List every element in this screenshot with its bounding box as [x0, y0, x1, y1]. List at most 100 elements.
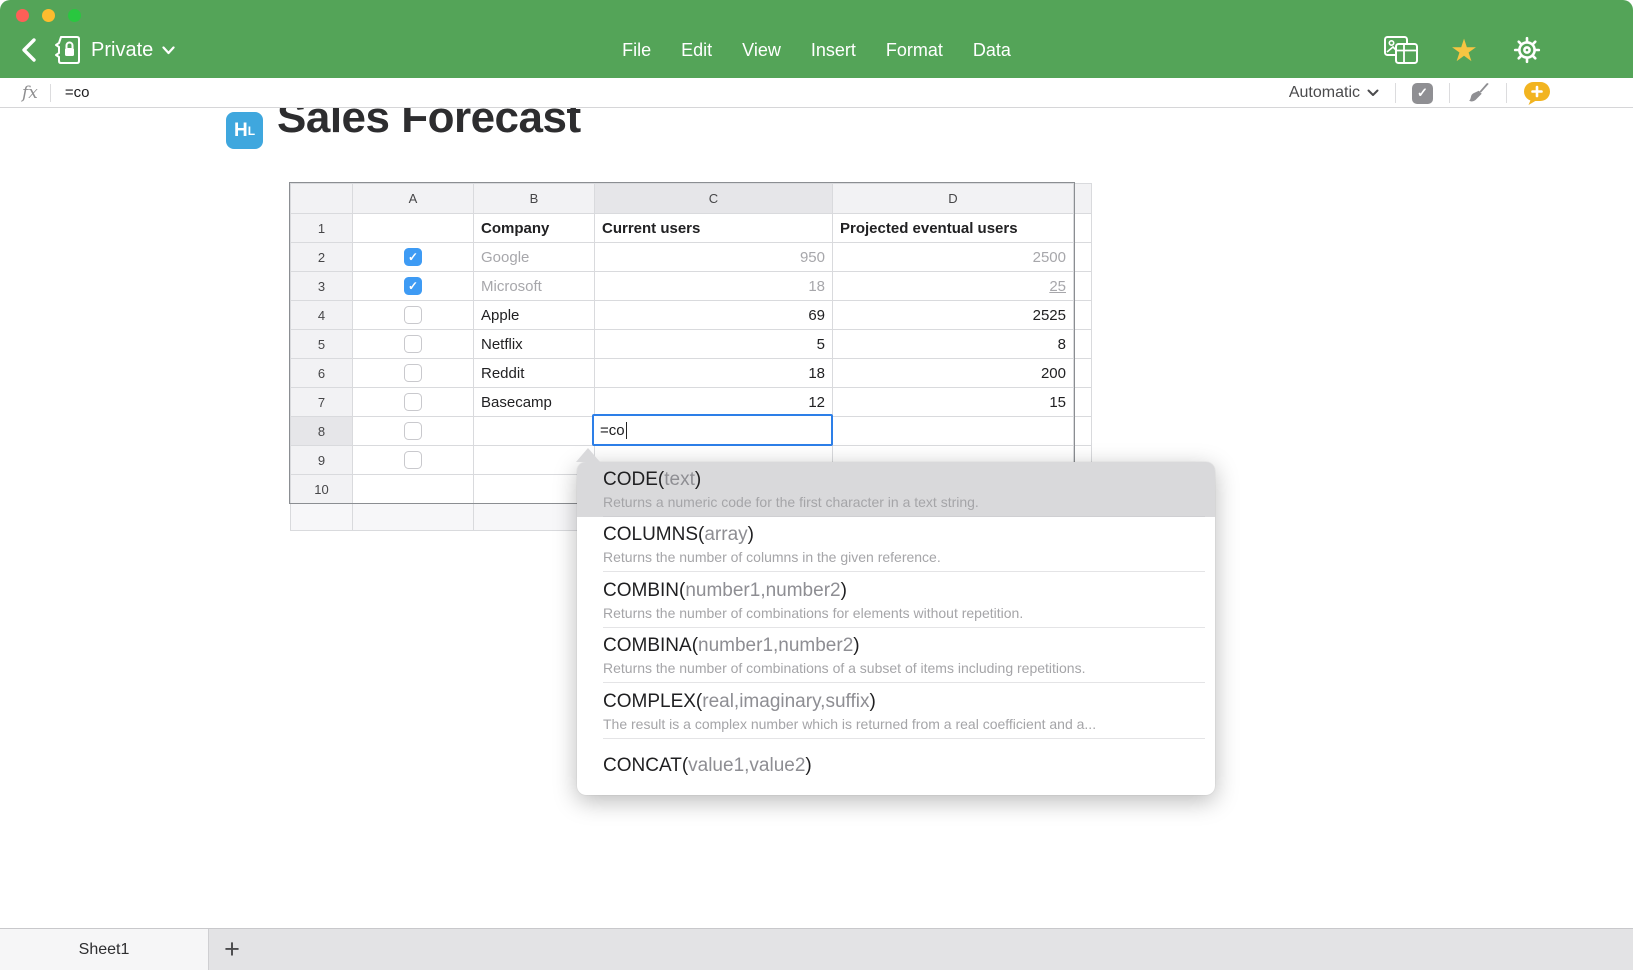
cell-A3[interactable]: ✓	[353, 272, 473, 300]
cell-D6[interactable]: 200	[833, 359, 1073, 387]
cell-A9[interactable]	[353, 446, 473, 474]
cell-A6[interactable]	[353, 359, 473, 387]
cell-ghost-3[interactable]	[1074, 272, 1091, 300]
row-header-3[interactable]: 3	[291, 272, 352, 300]
cell-C1[interactable]: Current users	[595, 214, 832, 242]
cell-A7[interactable]	[353, 388, 473, 416]
cell-D3[interactable]: 25	[833, 272, 1073, 300]
add-comment-button[interactable]	[1523, 80, 1551, 106]
divider	[603, 516, 1205, 517]
cell-B10[interactable]	[474, 475, 594, 503]
cell-C2[interactable]: 950	[595, 243, 832, 271]
row-header-8[interactable]: 8	[291, 417, 352, 445]
page-title[interactable]: Sales Forecast	[277, 108, 581, 142]
function-suggestion-code[interactable]: CODE(text) Returns a numeric code for the…	[577, 462, 1215, 518]
insert-media-button[interactable]	[1383, 32, 1419, 68]
add-sheet-button[interactable]: +	[209, 929, 255, 970]
checkbox-unchecked[interactable]	[404, 306, 422, 324]
cell-D7[interactable]: 15	[833, 388, 1073, 416]
checkbox-unchecked[interactable]	[404, 451, 422, 469]
cell-A5[interactable]	[353, 330, 473, 358]
cell-A2[interactable]: ✓	[353, 243, 473, 271]
column-header-ghost[interactable]	[1074, 184, 1091, 213]
zoom-window-button[interactable]	[68, 9, 81, 22]
checkbox-checked[interactable]: ✓	[404, 277, 422, 295]
cell-ghost-5[interactable]	[1074, 330, 1091, 358]
row-header-1[interactable]: 1	[291, 214, 352, 242]
cell-A4[interactable]	[353, 301, 473, 329]
cell-C7[interactable]: 12	[595, 388, 832, 416]
cell-B1[interactable]: Company	[474, 214, 594, 242]
cell-A1[interactable]	[353, 214, 473, 242]
checkbox-unchecked[interactable]	[404, 393, 422, 411]
menu-format[interactable]: Format	[885, 39, 943, 60]
menu-file[interactable]: File	[622, 39, 652, 60]
row-header-9[interactable]: 9	[291, 446, 352, 474]
cell-ghost-7[interactable]	[1074, 388, 1091, 416]
settings-button[interactable]	[1509, 32, 1545, 68]
checkbox-unchecked[interactable]	[404, 422, 422, 440]
menu-edit[interactable]: Edit	[681, 39, 713, 60]
function-suggestion-combin[interactable]: COMBIN(number1,number2) Returns the numbe…	[577, 573, 1215, 628]
cell-ghost-1[interactable]	[1074, 214, 1091, 242]
cell-ghost-2[interactable]	[1074, 243, 1091, 271]
cell-ghost-b[interactable]	[474, 504, 594, 530]
column-header-A[interactable]: A	[353, 184, 473, 213]
row-header-ghost[interactable]	[291, 504, 352, 530]
function-suggestion-columns[interactable]: COLUMNS(array) Returns the number of colu…	[577, 517, 1215, 573]
cell-D2[interactable]: 2500	[833, 243, 1073, 271]
menu-view[interactable]: View	[742, 39, 781, 60]
cell-C4[interactable]: 69	[595, 301, 832, 329]
cell-B3[interactable]: Microsoft	[474, 272, 594, 300]
cell-D4[interactable]: 2525	[833, 301, 1073, 329]
document-location-button[interactable]: Private	[52, 33, 175, 67]
cell-D8[interactable]	[833, 417, 1073, 445]
column-header-C[interactable]: C	[595, 184, 832, 213]
column-header-D[interactable]: D	[833, 184, 1073, 213]
checkbox-unchecked[interactable]	[404, 335, 422, 353]
cell-A8[interactable]	[353, 417, 473, 445]
menu-insert[interactable]: Insert	[810, 39, 856, 60]
cell-editor[interactable]: =co	[592, 414, 833, 446]
cell-B6[interactable]: Reddit	[474, 359, 594, 387]
checkbox-checked[interactable]: ✓	[404, 248, 422, 266]
minimize-window-button[interactable]	[42, 9, 55, 22]
close-window-button[interactable]	[16, 9, 29, 22]
row-header-6[interactable]: 6	[291, 359, 352, 387]
recalc-mode-dropdown[interactable]: Automatic	[1289, 84, 1379, 102]
row-header-10[interactable]: 10	[291, 475, 352, 503]
cell-ghost-6[interactable]	[1074, 359, 1091, 387]
cell-ghost-a[interactable]	[353, 504, 473, 530]
insert-checkbox-button[interactable]: ✓	[1412, 82, 1433, 104]
cell-B9[interactable]	[474, 446, 594, 474]
cell-B5[interactable]: Netflix	[474, 330, 594, 358]
row-header-7[interactable]: 7	[291, 388, 352, 416]
cell-A10[interactable]	[353, 475, 473, 503]
cell-B7[interactable]: Basecamp	[474, 388, 594, 416]
cell-D1[interactable]: Projected eventual users	[833, 214, 1073, 242]
cell-C5[interactable]: 5	[595, 330, 832, 358]
menu-data[interactable]: Data	[972, 39, 1011, 60]
function-suggestion-concat[interactable]: CONCAT(value1,value2)	[577, 739, 1215, 795]
cell-B8[interactable]	[474, 417, 594, 445]
cell-ghost-8[interactable]	[1074, 417, 1091, 445]
sheet-tab-sheet1[interactable]: Sheet1	[0, 929, 209, 970]
cell-D5[interactable]: 8	[833, 330, 1073, 358]
function-suggestion-combina[interactable]: COMBINA(number1,number2) Returns the numb…	[577, 628, 1215, 684]
row-header-4[interactable]: 4	[291, 301, 352, 329]
back-button[interactable]	[14, 34, 44, 66]
formula-input[interactable]: =co	[64, 84, 90, 101]
function-suggestion-complex[interactable]: COMPLEX(real,imaginary,suffix) The result…	[577, 684, 1215, 739]
cell-ghost-4[interactable]	[1074, 301, 1091, 329]
row-header-5[interactable]: 5	[291, 330, 352, 358]
column-header-B[interactable]: B	[474, 184, 594, 213]
grid-corner-cell[interactable]	[291, 184, 352, 213]
format-paint-button[interactable]	[1466, 81, 1490, 105]
cell-B4[interactable]: Apple	[474, 301, 594, 329]
row-header-2[interactable]: 2	[291, 243, 352, 271]
checkbox-unchecked[interactable]	[404, 364, 422, 382]
cell-C3[interactable]: 18	[595, 272, 832, 300]
cell-B2[interactable]: Google	[474, 243, 594, 271]
favorite-button[interactable]: ★	[1446, 32, 1482, 68]
cell-C6[interactable]: 18	[595, 359, 832, 387]
